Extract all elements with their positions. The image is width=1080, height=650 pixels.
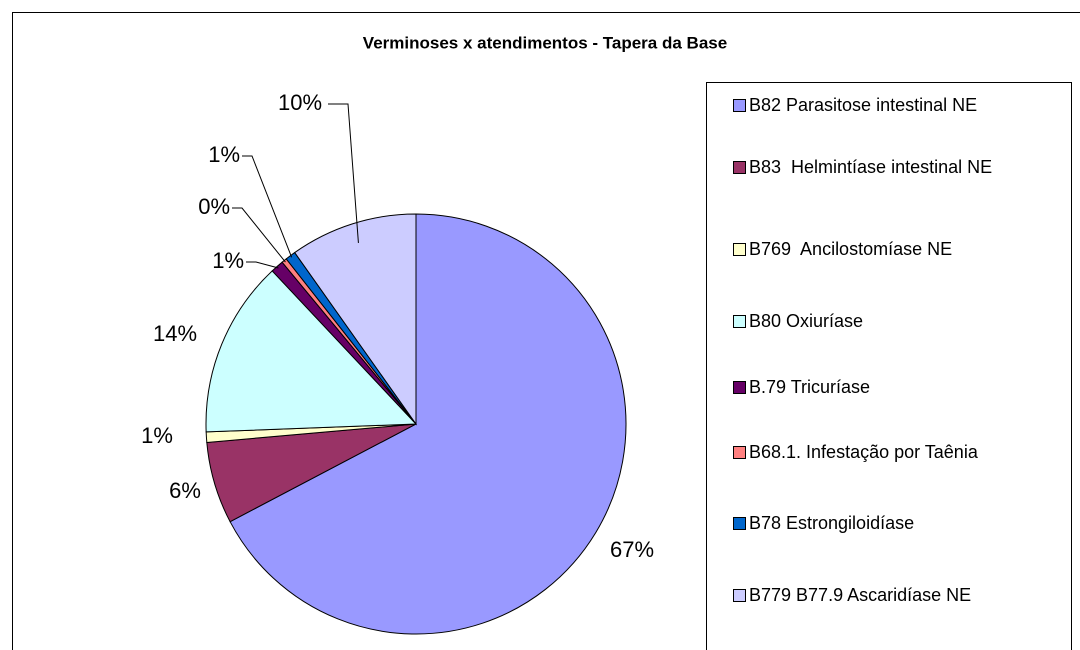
legend-label: B769 Ancilostomíase NE bbox=[749, 239, 953, 259]
legend-item: B68.1. Infestação por Taênia bbox=[733, 440, 1063, 464]
legend-item: B82 Parasitose intestinal NE bbox=[733, 93, 1063, 117]
legend-swatch bbox=[733, 517, 746, 530]
legend-label: B82 Parasitose intestinal NE bbox=[749, 95, 978, 115]
data-label: 67% bbox=[610, 537, 654, 562]
leader-line bbox=[242, 155, 293, 258]
data-label: 1% bbox=[141, 423, 173, 448]
data-label: 0% bbox=[198, 194, 230, 219]
data-label: 1% bbox=[208, 142, 240, 167]
legend-label: B.79 Tricuríase bbox=[749, 377, 871, 397]
legend: B82 Parasitose intestinal NE B83 Helmintí… bbox=[706, 82, 1072, 650]
legend-swatch bbox=[733, 99, 746, 112]
data-label: 10% bbox=[278, 90, 322, 115]
data-label: 6% bbox=[169, 478, 201, 503]
legend-label: B68.1. Infestação por Taênia bbox=[749, 442, 978, 462]
legend-item: B769 Ancilostomíase NE bbox=[733, 237, 1063, 261]
legend-swatch bbox=[733, 589, 746, 602]
leader-line bbox=[328, 103, 359, 243]
legend-swatch bbox=[733, 243, 746, 256]
pie-slice bbox=[205, 270, 418, 433]
leader-line bbox=[246, 261, 279, 269]
legend-swatch bbox=[733, 446, 746, 459]
legend-swatch bbox=[733, 315, 746, 328]
legend-label: B83 Helmintíase intestinal NE bbox=[749, 157, 993, 177]
legend-label: B78 Estrongiloidíase bbox=[749, 513, 915, 533]
legend-label: B779 B77.9 Ascaridíase NE bbox=[749, 585, 972, 605]
data-label: 1% bbox=[212, 248, 244, 273]
leader-line bbox=[232, 207, 286, 263]
legend-swatch bbox=[733, 381, 746, 394]
legend-swatch bbox=[733, 161, 746, 174]
data-label: 14% bbox=[153, 321, 197, 346]
chart-title: Verminoses x atendimentos - Tapera da Ba… bbox=[363, 33, 727, 52]
legend-item: B80 Oxiuríase bbox=[733, 309, 1063, 333]
legend-item: B779 B77.9 Ascaridíase NE bbox=[733, 583, 1063, 607]
pie-slice bbox=[294, 213, 417, 426]
pie-slice bbox=[229, 213, 627, 635]
legend-item: B78 Estrongiloidíase bbox=[733, 511, 1063, 535]
legend-item: B.79 Tricuríase bbox=[733, 375, 1063, 399]
legend-item: B83 Helmintíase intestinal NE bbox=[733, 155, 1063, 179]
legend-label: B80 Oxiuríase bbox=[749, 311, 864, 331]
